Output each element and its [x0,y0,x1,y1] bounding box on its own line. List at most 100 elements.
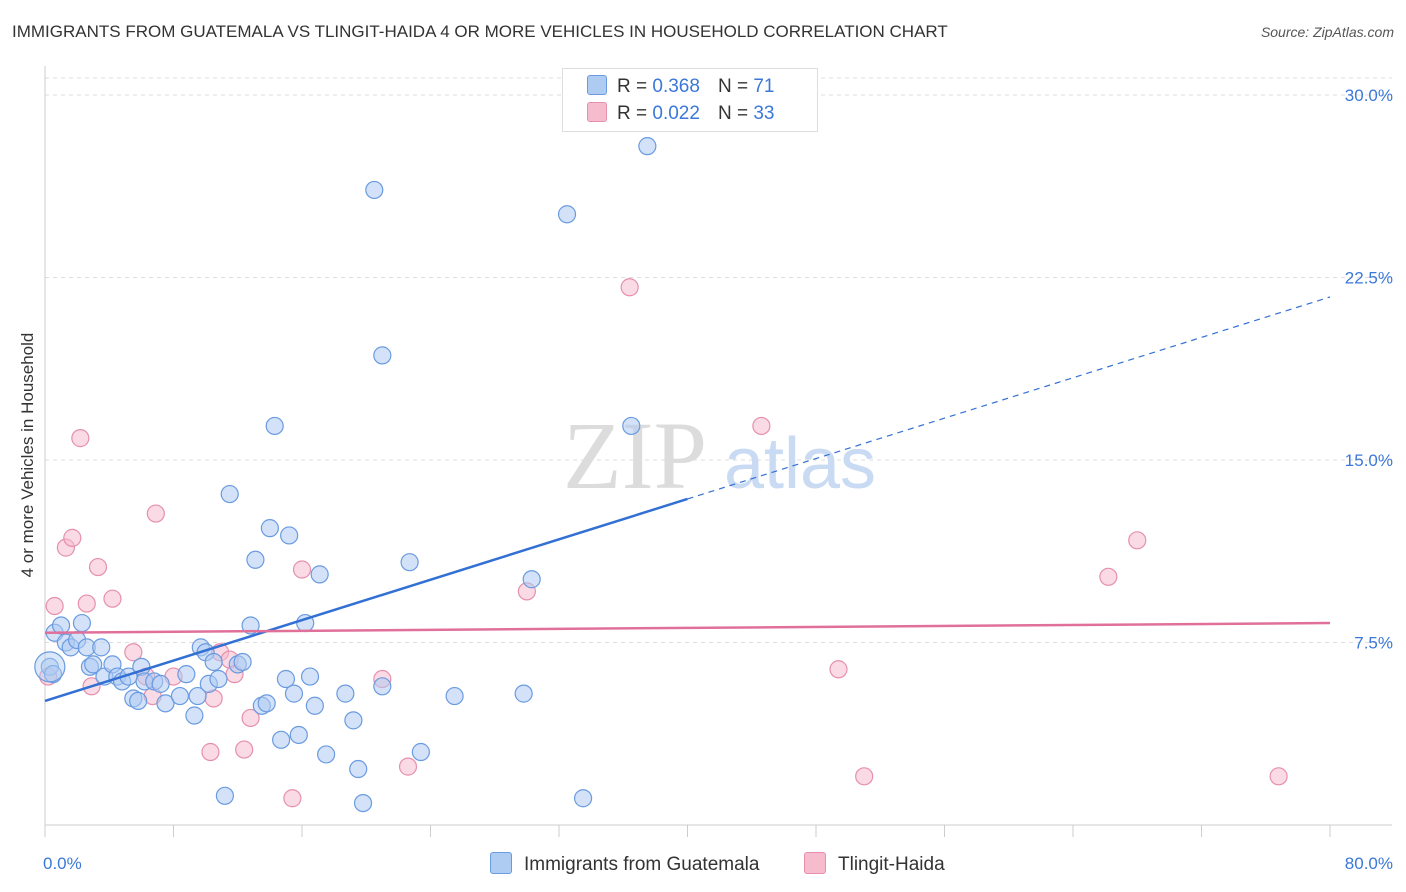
chart-title: IMMIGRANTS FROM GUATEMALA VS TLINGIT-HAI… [12,22,948,41]
guatemala-point [289,725,308,745]
x-tick-label: 80.0% [1345,854,1393,873]
tlingit-haida-point [201,742,220,762]
guatemala-point [300,667,320,686]
legend-swatch-tlingit-haida [587,102,607,122]
guatemala-point [310,565,329,584]
tlingit-haida-point [124,643,143,662]
series-tlingit-haida-points [39,278,1288,808]
tlingit-haida-point [752,416,771,436]
guatemala-point [373,677,392,696]
tlingit-haida-point [103,589,122,608]
legend-item-tlingit-haida[interactable]: Tlingit-Haida [804,852,945,878]
guatemala-point [276,669,296,689]
legend-r-label: R = [617,103,648,124]
guatemala-point [316,745,336,764]
tick-labels: 7.5% 15.0% 22.5% 30.0% 0.0% 80.0% [43,86,1393,873]
tlingit-haida-point [241,708,260,728]
guatemala-point [72,613,92,633]
watermark-atlas: atlas [724,424,876,504]
tlingit-haida-point [398,757,418,776]
tlingit-haida-point [71,429,90,448]
guatemala-point [284,684,304,703]
guatemala-point [638,137,657,156]
tlingit-haida-point [283,789,302,808]
tlingit-haida-point [45,596,64,616]
guatemala-point [220,484,239,504]
guatemala-trend-extension [687,296,1331,500]
legend-n-value-tlingit-haida: 33 [753,103,775,124]
guatemala-point [156,694,175,713]
y-axis-label: 4 or more Vehicles in Household [18,332,37,578]
legend-row-guatemala: R = 0.368 N = 71 [587,74,774,100]
y-tick-label: 7.5% [1354,634,1393,653]
guatemala-point [188,686,207,706]
guatemala-point [336,684,355,703]
guatemala-point [573,789,593,808]
guatemala-point [272,730,291,749]
guatemala-trend-line [44,497,688,703]
guatemala-point [400,553,419,572]
tlingit-haida-point [88,557,108,577]
tlingit-haida-point [235,740,254,759]
guatemala-point [373,346,392,365]
guatemala-point [92,638,111,657]
legend-row-tlingit-haida: R = 0.022 N = 33 [587,101,774,127]
guatemala-point [622,416,641,436]
guatemala-point [522,570,541,589]
legend-n-label: N = [717,76,749,97]
guatemala-point [170,686,190,706]
guatemala-point [233,652,252,672]
tlingit-haida-point [620,278,639,297]
correlation-legend: R = 0.368 N = 71 R = 0.022 N = 33 [562,68,818,132]
tlingit-haida-point [1128,531,1147,550]
legend-item-guatemala[interactable]: Immigrants from Guatemala [490,852,759,878]
guatemala-point [84,655,103,674]
watermark: ZIP atlas [563,402,876,509]
guatemala-point [209,669,228,689]
guatemala-point [51,616,71,635]
guatemala-point [365,180,384,200]
guatemala-point [215,786,234,805]
tlingit-haida-point [1269,767,1288,786]
guatemala-point [445,686,464,706]
guatemala-point [129,691,148,711]
source-label: Source: ZipAtlas.com [1260,24,1394,40]
tlingit-haida-point [77,594,96,613]
tlingit-haida-point [829,660,848,679]
guatemala-point [265,416,284,436]
guatemala-point [185,706,204,725]
legend-swatch-guatemala [490,852,512,874]
guatemala-point [305,696,324,715]
guatemala-point [177,665,196,684]
guatemala-point [344,711,363,730]
guatemala-point [246,550,265,569]
guatemala-point [204,652,223,672]
y-tick-label: 15.0% [1345,451,1393,470]
tlingit-haida-point [855,767,874,786]
legend-n-value-guatemala: 71 [753,76,775,97]
y-tick-label: 22.5% [1345,269,1393,288]
guatemala-point [280,526,299,545]
guatemala-point [353,794,373,813]
legend-r-value-tlingit-haida: 0.022 [652,103,700,124]
legend-swatch-tlingit-haida [804,852,826,874]
guatemala-point [43,665,63,684]
legend-r-label: R = [617,76,648,97]
legend-r-value-guatemala: 0.368 [652,76,700,97]
tlingit-haida-trend-line [44,621,1331,635]
legend-n-label: N = [717,103,749,124]
guatemala-point [257,694,276,713]
series-guatemala-points [34,137,657,813]
tlingit-haida-point [63,528,82,547]
legend-label-tlingit-haida: Tlingit-Haida [838,854,945,875]
guatemala-point [411,742,430,762]
tlingit-haida-point [146,504,165,523]
guatemala-point [514,684,533,703]
x-tick-label: 0.0% [43,854,82,873]
y-tick-label: 30.0% [1345,86,1393,105]
legend-swatch-guatemala [587,75,607,95]
guatemala-point [349,759,368,779]
guatemala-point [260,519,279,538]
axis-layer [44,66,1392,837]
guatemala-point [34,651,66,683]
